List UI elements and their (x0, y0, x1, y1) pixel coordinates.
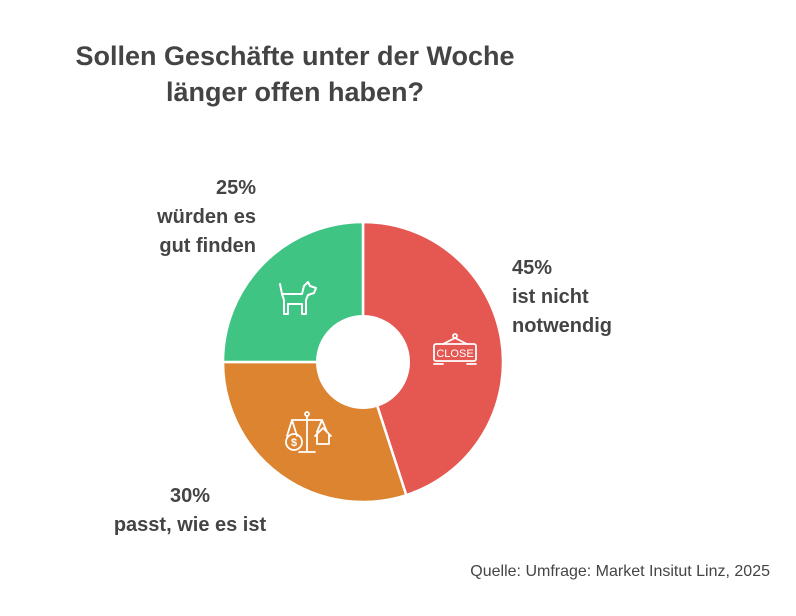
slice-value-green: 25% (215, 177, 256, 199)
slice-label-red: 45% ist nicht notwendig (512, 254, 712, 341)
source-note: Quelle: Umfrage: Market Insitut Linz, 20… (470, 563, 770, 580)
pie-slice-45pct (361, 220, 505, 497)
chart-title: Sollen Geschäfte unter der Woche länger … (40, 38, 550, 110)
dog-icon (279, 281, 317, 315)
slice-value-orange: 30% (169, 485, 211, 507)
slice-value-red: 45% (512, 257, 553, 279)
slice-text-green-1: würden es (157, 206, 256, 228)
slice-text-red-1: ist nicht (512, 286, 589, 308)
pie-slice-25pct (221, 220, 365, 364)
slice-text-green-2: gut finden (159, 235, 256, 257)
slice-text-orange-1: passt, wie es ist (113, 514, 267, 536)
chart-title-line1: Sollen Geschäfte unter der Woche (75, 41, 515, 71)
scale-money-house-icon: $ (285, 411, 332, 453)
slice-label-orange: 30% passt, wie es ist (80, 482, 300, 540)
donut-slices (221, 220, 505, 504)
slice-text-red-2: notwendig (512, 315, 612, 337)
close-sign-text: CLOSE (436, 348, 473, 360)
close-sign-icon: CLOSE (433, 333, 477, 365)
donut-hole (316, 315, 410, 409)
svg-text:$: $ (291, 437, 297, 449)
chart-title-line2: länger offen haben? (165, 77, 425, 107)
slice-label-green: 25% würden es gut finden (110, 174, 256, 261)
